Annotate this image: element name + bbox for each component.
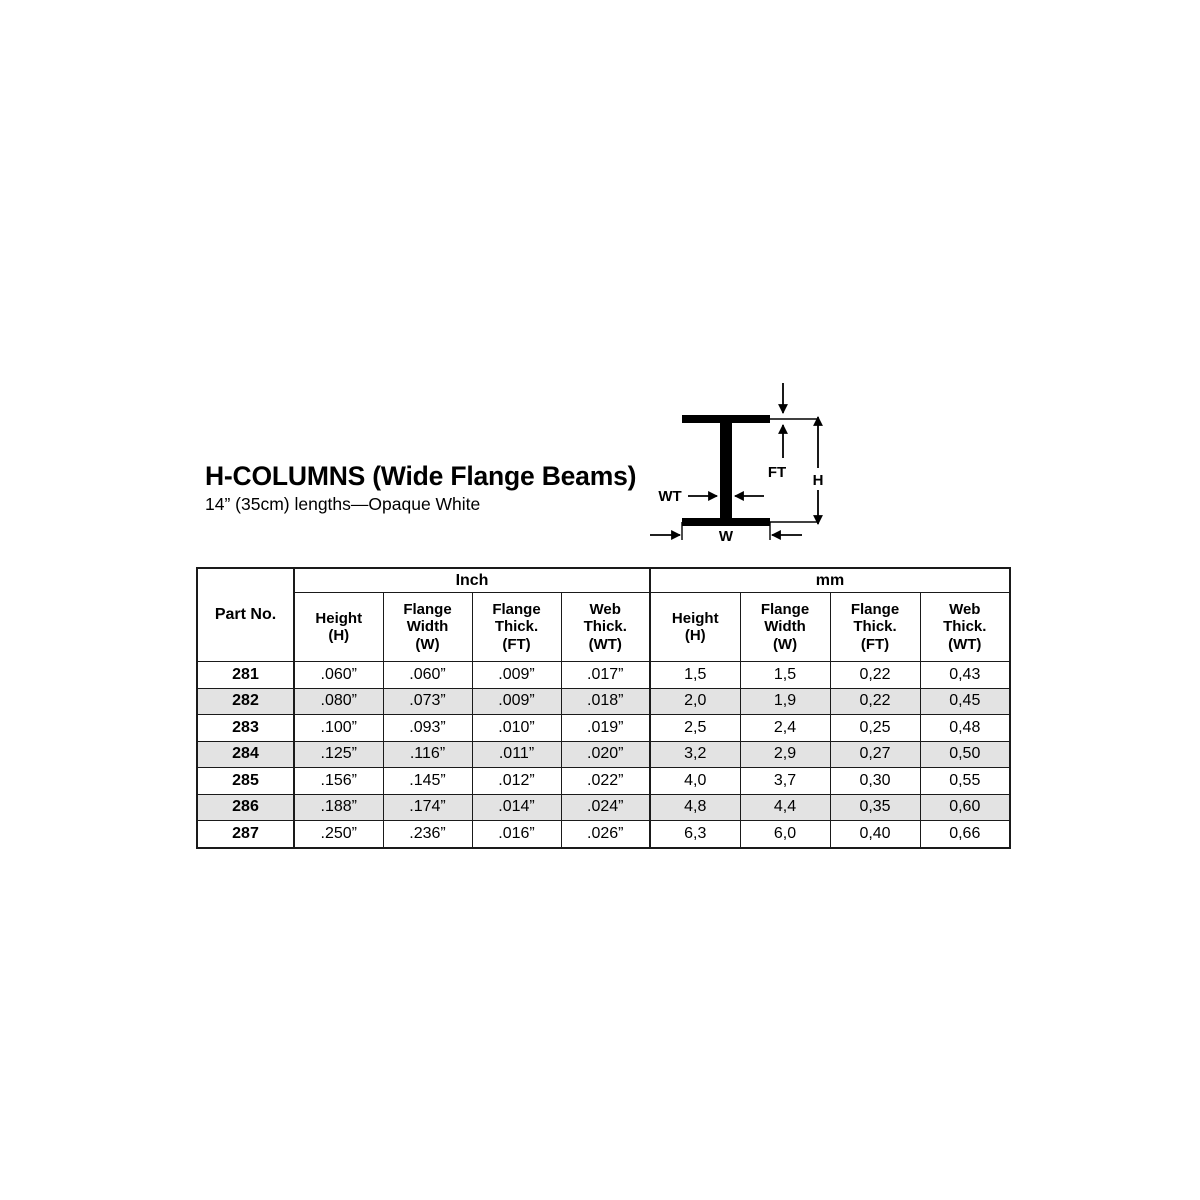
specification-table-container: Part No. Inch mm Height (H) Flange Width…: [196, 567, 1012, 849]
table-head: Part No. Inch mm Height (H) Flange Width…: [196, 567, 1011, 662]
cell-inch-web-thickness: .026”: [560, 820, 651, 848]
column-header-inch-height: Height (H): [293, 592, 384, 662]
column-header-row: Height (H) Flange Width (W) Flange Thick…: [197, 592, 1011, 662]
cell-mm-flange-thickness: 0,27: [829, 740, 921, 768]
cell-inch-web-thickness: .018”: [560, 687, 651, 715]
cell-inch-flange-width: .145”: [382, 767, 473, 795]
cell-inch-height: .060”: [293, 661, 384, 689]
cell-inch-height: .250”: [293, 820, 384, 848]
cell-mm-flange-thickness: 0,35: [829, 793, 921, 821]
cell-inch-flange-width: .073”: [382, 687, 473, 715]
column-header-mm-height: Height (H): [649, 592, 741, 662]
cell-mm-web-thickness: 0,50: [919, 740, 1011, 768]
cell-inch-height: .100”: [293, 714, 384, 742]
table-row: 281.060” .060” .009” .017” 1,5 1,5 0,22 0,43: [196, 661, 1011, 689]
cell-mm-flange-thickness: 0,22: [829, 661, 921, 689]
cell-part-no: 284: [196, 740, 295, 768]
cell-part-no: 287: [196, 820, 295, 848]
cell-inch-flange-width: .236”: [382, 820, 473, 848]
h-beam-cross-section-diagram: FT H WT W: [640, 378, 870, 553]
column-header-inch-web-thickness: Web Thick. (WT): [560, 592, 651, 662]
table-row: 286.188” .174” .014” .024” 4,8 4,4 0,35 0,60: [196, 793, 1011, 821]
table-row: 282.080” .073” .009” .018” 2,0 1,9 0,22 0,45: [196, 687, 1011, 715]
table-row: 283.100” .093” .010” .019” 2,5 2,4 0,25 0,48: [196, 714, 1011, 742]
cell-mm-height: 2,0: [649, 687, 741, 715]
cell-mm-flange-thickness: 0,40: [829, 820, 921, 848]
cell-mm-web-thickness: 0,55: [919, 767, 1011, 795]
cell-mm-web-thickness: 0,45: [919, 687, 1011, 715]
cell-part-no: 285: [196, 767, 295, 795]
column-header-inch-flange-width: Flange Width (W): [382, 592, 473, 662]
cell-mm-flange-width: 3,7: [739, 767, 831, 795]
cell-mm-flange-thickness: 0,30: [829, 767, 921, 795]
cell-inch-flange-thickness: .009”: [471, 687, 562, 715]
cell-inch-height: .080”: [293, 687, 384, 715]
cell-inch-height: .125”: [293, 740, 384, 768]
h-label: H: [813, 472, 824, 489]
cell-inch-flange-thickness: .010”: [471, 714, 562, 742]
cell-inch-web-thickness: .022”: [560, 767, 651, 795]
column-header-part-no: Part No.: [196, 567, 295, 662]
beam-profile-shape: [682, 415, 770, 526]
cell-part-no: 281: [196, 661, 295, 689]
cell-inch-flange-thickness: .012”: [471, 767, 562, 795]
cell-mm-flange-thickness: 0,22: [829, 687, 921, 715]
cell-mm-height: 2,5: [649, 714, 741, 742]
table-body: 281.060” .060” .009” .017” 1,5 1,5 0,22 0,43 282…: [196, 661, 1011, 848]
cell-inch-height: .188”: [293, 793, 384, 821]
unit-group-inch: Inch: [293, 567, 651, 593]
unit-group-header-row: Part No. Inch mm: [196, 567, 1011, 662]
cell-mm-web-thickness: 0,48: [919, 714, 1011, 742]
cell-mm-height: 4,0: [649, 767, 741, 795]
cell-mm-height: 3,2: [649, 740, 741, 768]
cell-inch-flange-thickness: .016”: [471, 820, 562, 848]
cell-mm-height: 1,5: [649, 661, 741, 689]
specification-table: Part No. Inch mm Height (H) Flange Width…: [196, 567, 1012, 849]
cell-part-no: 282: [196, 687, 295, 715]
cell-mm-flange-width: 1,9: [739, 687, 831, 715]
w-label: W: [719, 528, 734, 545]
cell-mm-flange-width: 4,4: [739, 793, 831, 821]
cell-inch-flange-thickness: .014”: [471, 793, 562, 821]
page-subtitle: 14” (35cm) lengths—Opaque White: [205, 493, 481, 514]
cell-inch-height: .156”: [293, 767, 384, 795]
cell-mm-flange-thickness: 0,25: [829, 714, 921, 742]
table-row: 284.125” .116” .011” .020” 3,2 2,9 0,27 0,50: [196, 740, 1011, 768]
cell-mm-flange-width: 2,4: [739, 714, 831, 742]
cell-inch-flange-width: .174”: [382, 793, 473, 821]
product-heading-block: H-COLUMNS (Wide Flange Beams) 14” (35cm)…: [205, 462, 675, 514]
cell-mm-height: 6,3: [649, 820, 741, 848]
cell-inch-web-thickness: .019”: [560, 714, 651, 742]
cell-inch-web-thickness: .020”: [560, 740, 651, 768]
cell-inch-web-thickness: .017”: [560, 661, 651, 689]
unit-group-mm: mm: [649, 567, 1011, 593]
cell-mm-flange-width: 6,0: [739, 820, 831, 848]
cell-mm-flange-width: 2,9: [739, 740, 831, 768]
cell-mm-web-thickness: 0,43: [919, 661, 1011, 689]
column-header-mm-flange-width: Flange Width (W): [739, 592, 831, 662]
witness-lines: [681, 418, 818, 540]
table-row: 285.156” .145” .012” .022” 4,0 3,7 0,30 0,55: [196, 767, 1011, 795]
cell-inch-flange-thickness: .011”: [471, 740, 562, 768]
wt-label: WT: [658, 488, 681, 505]
cell-part-no: 286: [196, 793, 295, 821]
cell-inch-flange-width: .116”: [382, 740, 473, 768]
table-row: 287.250” .236” .016” .026” 6,3 6,0 0,40 0,66: [196, 820, 1011, 848]
cell-inch-web-thickness: .024”: [560, 793, 651, 821]
cell-part-no: 283: [196, 714, 295, 742]
cell-mm-web-thickness: 0,60: [919, 793, 1011, 821]
cell-inch-flange-width: .060”: [382, 661, 473, 689]
ft-label: FT: [768, 464, 786, 481]
column-header-inch-flange-thickness: Flange Thick. (FT): [471, 592, 562, 662]
column-header-mm-web-thickness: Web Thick. (WT): [919, 592, 1011, 662]
cell-inch-flange-thickness: .009”: [471, 661, 562, 689]
cell-inch-flange-width: .093”: [382, 714, 473, 742]
cell-mm-web-thickness: 0,66: [919, 820, 1011, 848]
cell-mm-flange-width: 1,5: [739, 661, 831, 689]
column-header-mm-flange-thickness: Flange Thick. (FT): [829, 592, 921, 662]
cell-mm-height: 4,8: [649, 793, 741, 821]
page-title: H-COLUMNS (Wide Flange Beams): [205, 461, 637, 491]
